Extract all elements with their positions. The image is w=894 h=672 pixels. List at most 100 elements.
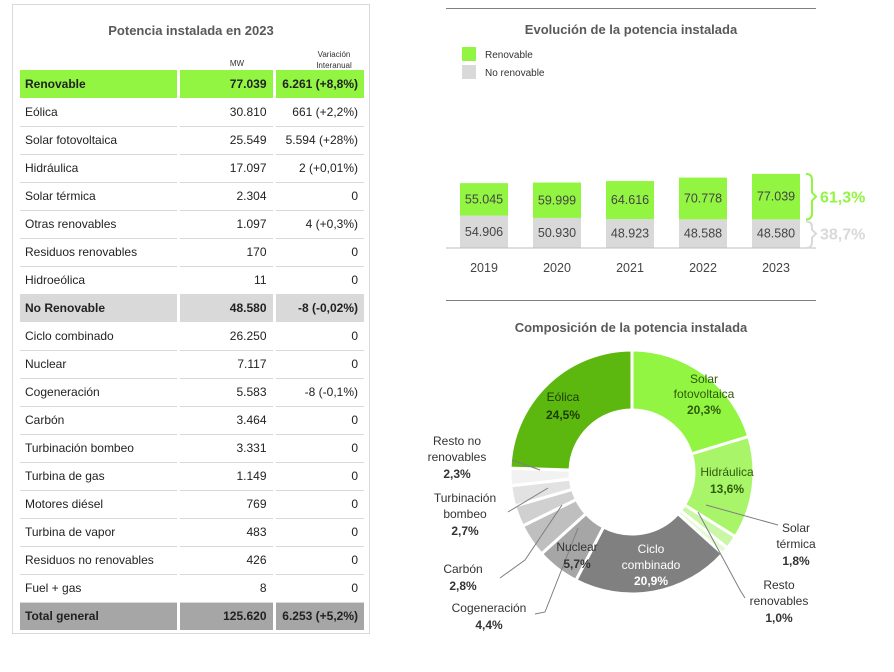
legend-swatch-no-renovable — [462, 65, 476, 79]
bar-no-renovable-2023 — [752, 219, 800, 248]
bar-no-renovable-2020 — [533, 217, 581, 248]
row-variation: 0 — [272, 238, 364, 267]
capacity-table: Renovable 77.039 6.261 (+8,8%) Eólica 30.810… — [20, 70, 364, 631]
row-mw: 3.331 — [176, 434, 274, 463]
row-mw: 125.620 — [176, 602, 274, 631]
row-variation: 0 — [272, 490, 364, 519]
table-row: Turbinación bombeo 3.331 0 — [20, 434, 364, 463]
slice-label-ciclo-combinado-line2: combinado — [622, 558, 681, 572]
bar-renovable-2019 — [460, 183, 508, 216]
bar-label-renovable-2019: 55.045 — [465, 192, 503, 206]
slice-value-nuclear: 5,7% — [563, 557, 591, 571]
table-row: Residuos no renovables 426 0 — [20, 546, 364, 575]
row-variation: 0 — [272, 546, 364, 575]
bar-label-renovable-2023: 77.039 — [757, 190, 795, 204]
bar-chart-title: Evolución de la potencia instalada — [524, 22, 738, 37]
slice-label-solar-fotovoltaica-line2: fotovoltaica — [674, 387, 735, 401]
table-row: Carbón 3.464 0 — [20, 406, 364, 435]
row-mw: 48.580 — [176, 294, 274, 323]
slice-label-ciclo-combinado-line1: Ciclo — [638, 542, 665, 556]
value-resto-renovables: 1,0% — [765, 611, 793, 625]
row-variation: 0 — [272, 182, 364, 211]
row-mw: 1.149 — [176, 462, 274, 491]
row-variation: 0 — [272, 462, 364, 491]
leader-line-resto-no-renovables — [511, 459, 541, 471]
row-mw: 8 — [176, 574, 274, 603]
bar-chart: Renovable No renovable 54.906 55.045 2019 5… — [446, 47, 865, 275]
row-variation: 661 (+2,2%) — [272, 98, 364, 127]
x-tick-label-2020: 2020 — [543, 261, 571, 275]
slice-label-nuclear: Nuclear — [556, 540, 597, 554]
label-turbinacion-bombeo-line1: Turbinación — [434, 491, 496, 505]
x-tick-label-2022: 2022 — [689, 261, 717, 275]
row-name: Otras renovables — [20, 210, 178, 239]
table-row: Renovable 77.039 6.261 (+8,8%) — [20, 70, 364, 99]
row-name: Turbina de gas — [20, 462, 178, 491]
slice-label-hidraulica: Hidráulica — [700, 465, 754, 479]
table-row: Hidroeólica 11 0 — [20, 266, 364, 295]
bar-label-no-renovable-2022: 48.588 — [684, 227, 722, 241]
table-row: Turbina de gas 1.149 0 — [20, 462, 364, 491]
row-variation: 0 — [272, 406, 364, 435]
column-header-mw: MW — [229, 59, 245, 68]
row-mw: 1.097 — [176, 210, 274, 239]
row-variation: 0 — [272, 266, 364, 295]
table-row: Otras renovables 1.097 4 (+0,3%) — [20, 210, 364, 239]
row-variation: 6.261 (+8,8%) — [272, 70, 364, 99]
bar-renovable-2021 — [606, 181, 654, 220]
row-mw: 17.097 — [176, 154, 274, 183]
table-row: Turbina de vapor 483 0 — [20, 518, 364, 547]
label-cogeneracion: Cogeneración — [452, 601, 527, 615]
row-mw: 7.117 — [176, 350, 274, 379]
row-name: Renovable — [20, 70, 178, 99]
value-carbon: 2,8% — [449, 579, 477, 593]
row-variation: 0 — [272, 574, 364, 603]
column-header-variation-line2: Interanual — [316, 61, 352, 70]
leader-line-resto-renovables — [697, 511, 746, 599]
table-row: Fuel + gas 8 0 — [20, 574, 364, 603]
row-mw: 26.250 — [176, 322, 274, 351]
slice-value-ciclo-combinado: 20,9% — [634, 574, 668, 588]
row-mw: 3.464 — [176, 406, 274, 435]
table-row: No Renovable 48.580 -8 (-0,02%) — [20, 294, 364, 323]
row-name: Total general — [20, 602, 178, 631]
row-name: Fuel + gas — [20, 574, 178, 603]
table-row: Cogeneración 5.583 -8 (-0,1%) — [20, 378, 364, 407]
row-mw: 25.549 — [176, 126, 274, 155]
label-resto-renovables-line2: renovables — [750, 594, 809, 608]
bar-no-renovable-2022 — [679, 219, 727, 248]
bar-no-renovable-2019 — [460, 215, 508, 248]
legend-label-no-renovable: No renovable — [485, 68, 545, 79]
bar-renovable-2022 — [679, 177, 727, 220]
row-mw: 11 — [176, 266, 274, 295]
table-panel: Potencia instalada en 2023 MW Variación … — [12, 4, 370, 634]
label-turbinacion-bombeo-line2: bombeo — [443, 507, 487, 521]
bar-label-no-renovable-2023: 48.580 — [757, 227, 795, 241]
row-name: Solar térmica — [20, 182, 178, 211]
row-name: Hidroeólica — [20, 266, 178, 295]
no-renovable-bracket — [805, 220, 818, 249]
label-resto-no-renovables-line1: Resto no — [433, 434, 481, 448]
label-resto-renovables-line1: Resto — [763, 578, 795, 592]
leader-line-carbon — [499, 504, 563, 579]
table-row: Solar fotovoltaica 25.549 5.594 (+28%) — [20, 126, 364, 155]
leader-line-turbinacion-bombeo — [507, 487, 549, 513]
row-variation: -8 (-0,1%) — [272, 378, 364, 407]
table-title: Potencia instalada en 2023 — [108, 23, 274, 38]
renovable-bracket — [805, 172, 818, 221]
row-mw: 426 — [176, 546, 274, 575]
legend-label-renovable: Renovable — [485, 50, 533, 61]
row-variation: 6.253 (+5,2%) — [272, 602, 364, 631]
row-mw: 483 — [176, 518, 274, 547]
row-variation: 0 — [272, 434, 364, 463]
donut-slice-eolica — [508, 348, 634, 472]
slice-label-solar-fotovoltaica-line1: Solar — [690, 372, 718, 386]
row-mw: 5.583 — [176, 378, 274, 407]
row-variation: 5.594 (+28%) — [272, 126, 364, 155]
donut-chart-top-rule — [446, 300, 816, 301]
column-header-variation-line1: Variación — [317, 50, 351, 59]
bar-label-no-renovable-2021: 48.923 — [611, 227, 649, 241]
table-row: Ciclo combinado 26.250 0 — [20, 322, 364, 351]
table-row: Motores diésel 769 0 — [20, 490, 364, 519]
renovable-share-annotation: 61,3% — [820, 190, 865, 207]
